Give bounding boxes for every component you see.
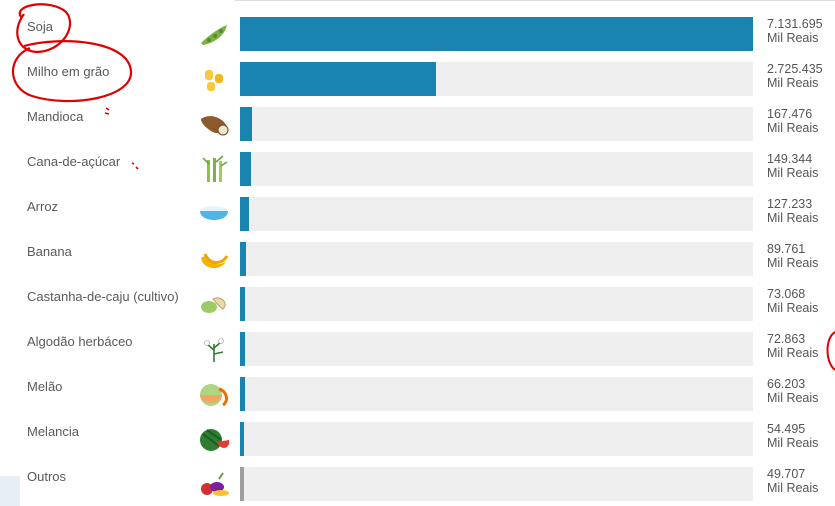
- soybean-icon: [197, 19, 231, 49]
- sugarcane-icon: [197, 154, 231, 184]
- value-unit: Mil Reais: [767, 211, 819, 225]
- watermelon-icon: [197, 424, 231, 454]
- category-label: Milho em grão: [27, 64, 110, 79]
- value-unit: Mil Reais: [767, 301, 819, 315]
- value-unit: Mil Reais: [767, 391, 819, 405]
- value-number: 49.707: [767, 467, 806, 481]
- value-label: 7.131.695 Mil Reais: [767, 17, 823, 45]
- bar-row: Outros 49.707 Mil Reais: [0, 467, 835, 501]
- category-label: Melancia: [27, 424, 80, 439]
- bar-track: [240, 107, 753, 141]
- top-divider: [235, 0, 835, 1]
- bar: [240, 152, 251, 186]
- value-label: 127.233 Mil Reais: [767, 197, 818, 225]
- value-number: 89.761: [767, 242, 806, 256]
- value-number: 66.203: [767, 377, 806, 391]
- value-number: 127.233: [767, 197, 813, 211]
- value-number: 72.863: [767, 332, 806, 346]
- value-unit: Mil Reais: [767, 346, 819, 360]
- value-unit: Mil Reais: [767, 121, 819, 135]
- bar-track: [240, 197, 753, 231]
- cashew-icon: [197, 289, 231, 319]
- value-number: 2.725.435: [767, 62, 823, 76]
- value-label: 54.495 Mil Reais: [767, 422, 818, 450]
- category-label: Algodão herbáceo: [27, 334, 133, 349]
- bar-row: Castanha-de-caju (cultivo) 73.068 Mil Reai…: [0, 287, 835, 321]
- mixed-produce-icon: [197, 469, 231, 499]
- bar-row: Algodão herbáceo 72.863 Mil Reais: [0, 332, 835, 366]
- value-label: 72.863 Mil Reais: [767, 332, 818, 360]
- category-label: Outros: [27, 469, 67, 484]
- value-number: 7.131.695: [767, 17, 823, 31]
- bar: [240, 422, 244, 456]
- value-label: 89.761 Mil Reais: [767, 242, 818, 270]
- category-label: Castanha-de-caju (cultivo): [27, 289, 179, 304]
- bar-track: [240, 422, 753, 456]
- value-unit: Mil Reais: [767, 31, 819, 45]
- bar: [240, 197, 249, 231]
- bar-row: Melão 66.203 Mil Reais: [0, 377, 835, 411]
- bar-track: [240, 332, 753, 366]
- bar-track: [240, 62, 753, 96]
- value-number: 54.495: [767, 422, 806, 436]
- bar: [240, 107, 252, 141]
- category-label: Soja: [27, 19, 54, 34]
- rice-bowl-icon: [197, 199, 231, 229]
- bar-row: Arroz 127.233 Mil Reais: [0, 197, 835, 231]
- value-number: 149.344: [767, 152, 813, 166]
- bar: [240, 242, 246, 276]
- bar: [240, 467, 244, 501]
- value-label: 73.068 Mil Reais: [767, 287, 818, 315]
- bar-row: Soja 7.131.695 Mil Reais: [0, 17, 835, 51]
- bar-row: Milho em grão 2.725.435 Mil Reais: [0, 62, 835, 96]
- bar: [240, 287, 245, 321]
- cotton-icon: [197, 334, 231, 364]
- value-label: 2.725.435 Mil Reais: [767, 62, 823, 90]
- melon-icon: [197, 379, 231, 409]
- bar-track: [240, 152, 753, 186]
- value-number: 167.476: [767, 107, 813, 121]
- bar-row: Cana-de-açúcar 149.344 Mil Reais: [0, 152, 835, 186]
- value-number: 73.068: [767, 287, 806, 301]
- category-label: Melão: [27, 379, 63, 394]
- value-label: 49.707 Mil Reais: [767, 467, 818, 495]
- bar-track: [240, 377, 753, 411]
- value-unit: Mil Reais: [767, 436, 819, 450]
- value-label: 149.344 Mil Reais: [767, 152, 818, 180]
- value-unit: Mil Reais: [767, 256, 819, 270]
- category-label: Cana-de-açúcar: [27, 154, 121, 169]
- corner-tab: [0, 476, 20, 506]
- value-unit: Mil Reais: [767, 166, 819, 180]
- value-unit: Mil Reais: [767, 481, 819, 495]
- bar-row: Melancia 54.495 Mil Reais: [0, 422, 835, 456]
- banana-icon: [197, 244, 231, 274]
- bar-track: [240, 467, 753, 501]
- value-unit: Mil Reais: [767, 76, 819, 90]
- corn-icon: [197, 64, 231, 94]
- bar-row: Mandioca 167.476 Mil Reais: [0, 107, 835, 141]
- bar: [240, 62, 436, 96]
- category-label: Banana: [27, 244, 72, 259]
- bar: [240, 332, 245, 366]
- bar-track: [240, 287, 753, 321]
- bar-track: [240, 242, 753, 276]
- bar-row: Banana 89.761 Mil Reais: [0, 242, 835, 276]
- value-label: 167.476 Mil Reais: [767, 107, 818, 135]
- bar-track: [240, 17, 753, 51]
- category-label: Mandioca: [27, 109, 84, 124]
- bar: [240, 17, 753, 51]
- cassava-icon: [197, 109, 231, 139]
- bar: [240, 377, 245, 411]
- category-label: Arroz: [27, 199, 59, 214]
- value-label: 66.203 Mil Reais: [767, 377, 818, 405]
